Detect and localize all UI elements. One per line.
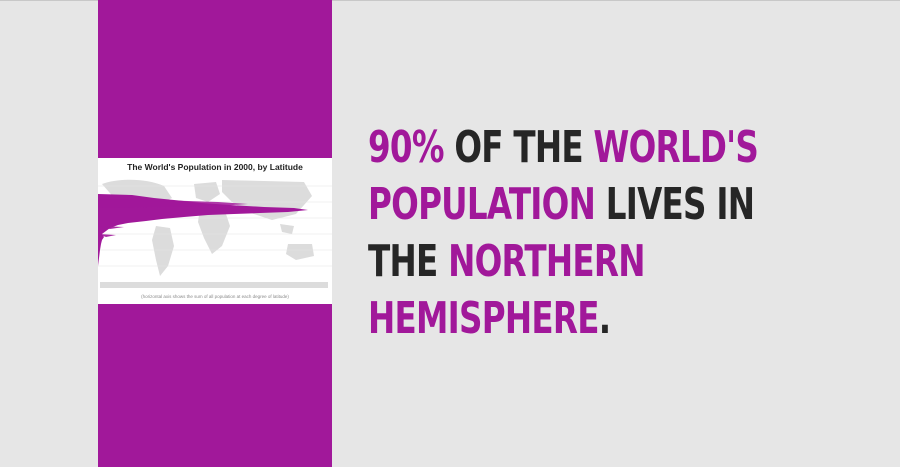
population-latitude-infographic: The World's Population in 2000, by Latit… [98, 158, 332, 304]
headline-highlight: NORTHERN [448, 236, 645, 287]
headline-highlight: HEMISPHERE [368, 293, 599, 344]
latitude-gridlines [98, 185, 332, 267]
population-density-bars [98, 194, 308, 266]
headline: 90% OF THE WORLD'S POPULATION LIVES IN T… [368, 119, 759, 347]
infographic-caption: (horizontal axis shows the sum of all po… [141, 294, 289, 299]
headline-text: THE [368, 236, 449, 287]
headline-highlight: WORLD'S [593, 122, 759, 173]
infographic-title: The World's Population in 2000, by Latit… [127, 162, 303, 172]
headline-text: LIVES IN [595, 179, 755, 230]
headline-highlight: POPULATION [368, 179, 596, 230]
latitude-population-chart [98, 179, 332, 288]
headline-text: OF THE [443, 122, 594, 173]
headline-text: . [598, 293, 611, 344]
headline-percent: 90% [368, 122, 444, 173]
top-border [0, 0, 900, 1]
